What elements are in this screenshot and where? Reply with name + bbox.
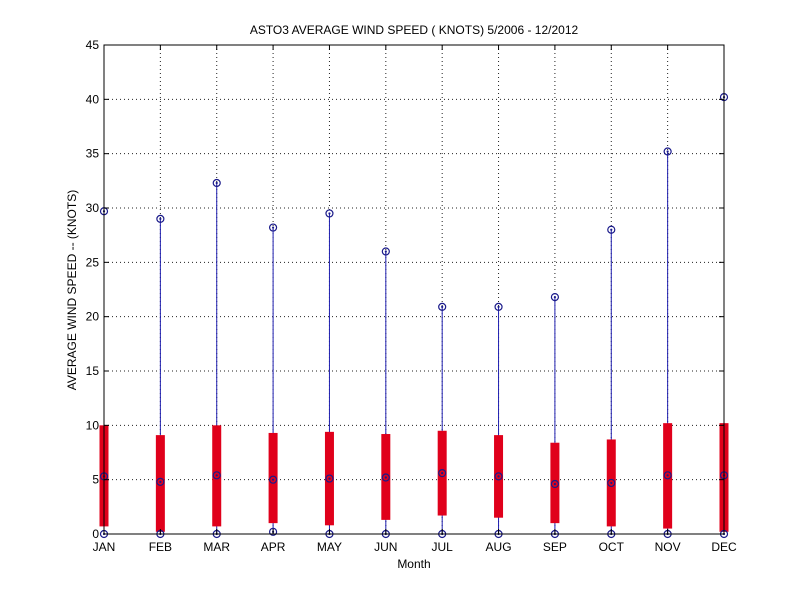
x-tick-label: JUL [432, 540, 454, 554]
mean-marker [494, 472, 503, 481]
max-marker [607, 225, 616, 234]
mean-marker-dot [553, 482, 557, 486]
max-marker-dot [553, 296, 557, 299]
max-marker-dot [271, 226, 275, 229]
min-marker [268, 527, 278, 536]
y-tick-label: 25 [86, 255, 100, 269]
x-tick-label: MAR [203, 540, 230, 554]
mean-marker-dot [328, 477, 331, 480]
max-marker [550, 293, 560, 302]
mean-marker [156, 477, 165, 486]
max-marker [494, 302, 503, 311]
y-tick-label: 40 [86, 92, 100, 106]
plot-data [99, 93, 729, 539]
x-tick-label: AUG [486, 540, 512, 554]
mean-marker [438, 469, 447, 478]
mean-marker-dot [610, 481, 613, 485]
max-marker-dot [441, 305, 444, 308]
max-marker [212, 178, 221, 188]
y-tick-label: 15 [86, 364, 100, 378]
y-tick-label: 35 [86, 147, 100, 161]
max-marker [268, 223, 278, 232]
box-bar [155, 435, 165, 532]
mean-marker [268, 475, 278, 484]
max-marker [663, 147, 672, 156]
x-tick-label: FEB [149, 540, 172, 554]
x-tick-label: OCT [599, 540, 625, 554]
y-tick-label: 10 [86, 418, 100, 432]
max-marker [438, 302, 447, 311]
max-marker-dot [328, 212, 331, 215]
mean-marker [663, 471, 672, 480]
y-tick-label: 5 [92, 473, 99, 487]
mean-marker-dot [159, 480, 162, 483]
axis-ticks: 0 5 10 15 20 25 30 35 40 45 JAN FEB MAR APR MAY JUN JUL A… [86, 38, 737, 554]
y-axis-label: AVERAGE WIND SPEED -- (KNOTS) [65, 190, 79, 390]
mean-marker-dot [384, 476, 387, 479]
y-tick-label: 20 [86, 310, 100, 324]
max-marker-dot [159, 217, 162, 220]
mean-marker-dot [215, 474, 218, 477]
y-tick-label: 45 [86, 38, 100, 52]
mean-marker-dot [271, 478, 275, 481]
axes-frame [103, 44, 725, 535]
box-bar [268, 432, 278, 524]
mean-marker [607, 478, 616, 488]
x-tick-label: NOV [655, 540, 681, 554]
x-tick-label: MAY [317, 540, 342, 554]
max-marker-dot [497, 305, 500, 308]
mean-marker [550, 479, 560, 489]
max-marker [325, 209, 334, 218]
max-marker-dot [384, 250, 387, 253]
max-marker-dot [666, 150, 669, 153]
y-tick-label: 0 [92, 527, 99, 541]
x-tick-label: JAN [93, 540, 116, 554]
max-marker [156, 214, 165, 223]
max-marker [381, 247, 390, 256]
x-tick-label: SEP [543, 540, 567, 554]
chart-title: ASTO3 AVERAGE WIND SPEED ( KNOTS) 5/2006… [250, 23, 579, 37]
mean-marker [381, 473, 390, 482]
max-marker-dot [215, 181, 218, 185]
mean-marker [325, 474, 334, 483]
mean-marker-dot [497, 475, 500, 478]
x-tick-label: JUN [374, 540, 397, 554]
mean-marker-dot [666, 474, 669, 477]
grid-lines [104, 45, 724, 534]
mean-marker [212, 471, 221, 480]
y-tick-label: 30 [86, 201, 100, 215]
max-marker-dot [610, 228, 613, 231]
x-tick-label: APR [261, 540, 286, 554]
x-tick-label: DEC [711, 540, 737, 554]
x-axis-label: Month [397, 557, 430, 571]
mean-marker-dot [441, 472, 444, 475]
